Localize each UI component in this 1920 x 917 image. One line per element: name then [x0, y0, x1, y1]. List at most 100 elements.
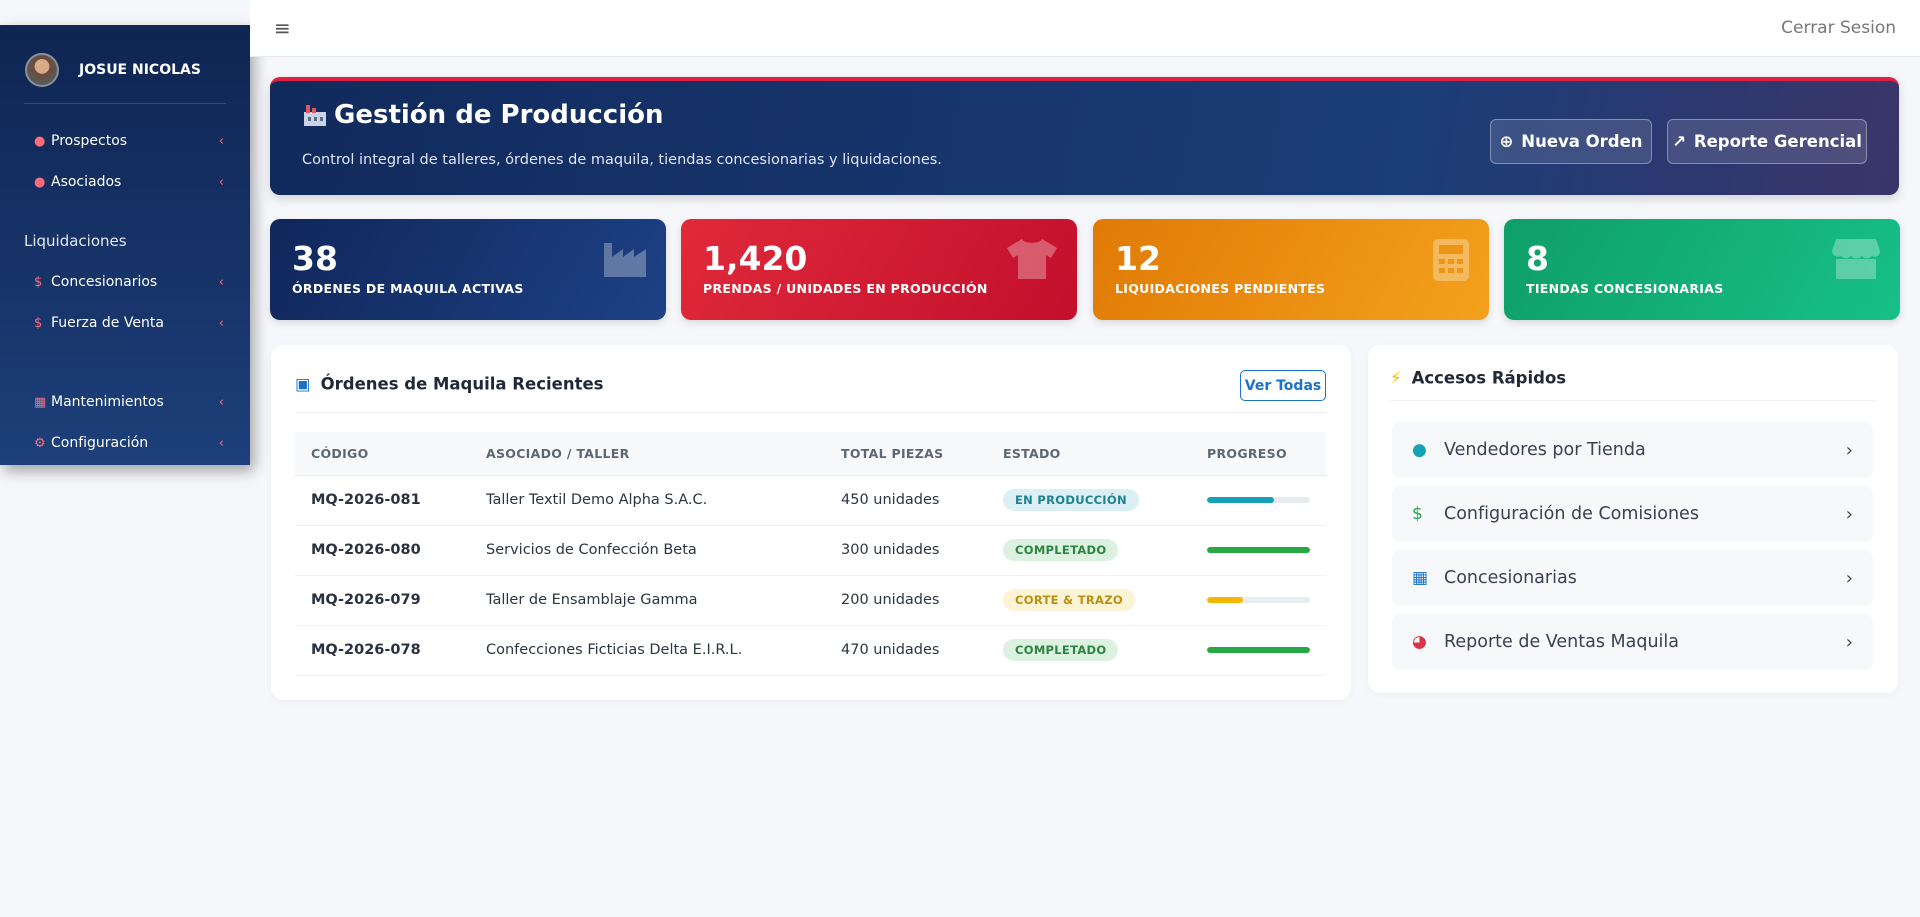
menu-item[interactable]: ● Prospectos ‹: [34, 133, 224, 149]
new-order-button[interactable]: ⊕ Nueva Orden: [1490, 119, 1652, 164]
status-badge: COMPLETADO: [1003, 639, 1119, 661]
icon: ●: [1412, 440, 1427, 460]
menu-label: Asociados: [51, 174, 122, 190]
sidebar: JOSUE NICOLAS ● Prospectos ‹ ● Asociados ‹ L…: [0, 25, 250, 465]
total-pieces: 300 unidades: [825, 525, 987, 576]
header-row: CÓDIGO ASOCIADO / TALLER TOTAL PIEZAS ES…: [295, 432, 1326, 476]
report-button[interactable]: ↗ Reporte Gerencial: [1667, 119, 1867, 164]
menu-item[interactable]: $ Concesionarios ‹: [34, 274, 224, 290]
total-pieces: 200 unidades: [825, 575, 987, 626]
table-row: MQ-2026-081 Taller Textil Demo Alpha S.A.…: [295, 475, 1326, 526]
quick-link[interactable]: ● Vendedores por Tienda ›: [1392, 422, 1873, 478]
menu-toggle[interactable]: ≡: [274, 16, 291, 40]
chevron: ‹: [218, 435, 224, 451]
quick-label: Concesionarias: [1444, 568, 1577, 588]
partner: Taller Textil Demo Alpha S.A.C.: [470, 475, 825, 526]
progress-bar: [1207, 597, 1244, 603]
stat-value: 1,420: [703, 239, 808, 278]
menu-label: Concesionarios: [51, 274, 158, 290]
topbar: ≡ Cerrar Sesion: [250, 0, 1920, 57]
quick-label: Configuración de Comisiones: [1444, 504, 1699, 524]
menu-item[interactable]: ▦ Mantenimientos ‹: [34, 394, 224, 410]
logout-link[interactable]: Cerrar Sesion: [1781, 18, 1896, 38]
icon: ⚡: [1390, 368, 1402, 388]
menu-item[interactable]: ● Asociados ‹: [34, 174, 224, 190]
total-pieces: 450 unidades: [825, 475, 987, 526]
quick-link[interactable]: ◕ Reporte de Ventas Maquila ›: [1392, 614, 1873, 670]
partner: Servicios de Confección Beta: [470, 525, 825, 576]
progress-bar: [1207, 647, 1310, 653]
table-body: MQ-2026-081 Taller Textil Demo Alpha S.A.…: [295, 475, 1326, 676]
progress-cell: [1191, 475, 1326, 526]
status-cell: CORTE & TRAZO: [987, 575, 1191, 626]
status-badge: EN PRODUCCIÓN: [1003, 489, 1139, 511]
stat-value: 12: [1115, 239, 1161, 278]
column-header: TOTAL PIEZAS: [825, 432, 987, 476]
progress-track: [1207, 497, 1310, 503]
total-pieces: 470 unidades: [825, 625, 987, 676]
order-code: MQ-2026-078: [295, 625, 470, 676]
view-all-button[interactable]: Ver Todas: [1240, 370, 1326, 401]
menu-label: Mantenimientos: [51, 394, 164, 410]
chevron: ‹: [218, 174, 224, 190]
card-title: Accesos Rápidos: [1411, 368, 1567, 388]
menu-item[interactable]: $ Fuerza de Venta ‹: [34, 315, 224, 331]
progress-cell: [1191, 625, 1326, 676]
partner: Taller de Ensamblaje Gamma: [470, 575, 825, 626]
quick-link[interactable]: ▦ Concesionarias ›: [1392, 550, 1873, 606]
icon: ⚙: [34, 435, 46, 451]
hero-subtitle: Control integral de talleres, órdenes de…: [302, 152, 942, 168]
progress-track: [1207, 647, 1310, 653]
stat-card: 12 LIQUIDACIONES PENDIENTES: [1093, 219, 1489, 320]
chevron: ›: [1845, 631, 1853, 653]
avatar: [25, 53, 59, 87]
order-code: MQ-2026-079: [295, 575, 470, 626]
chevron: ‹: [218, 315, 224, 331]
status-cell: EN PRODUCCIÓN: [987, 475, 1191, 526]
stat-icon: [1832, 239, 1880, 279]
table-row: MQ-2026-078 Confecciones Ficticias Delta …: [295, 625, 1326, 676]
hero-heading: Gestión de Producción: [302, 100, 663, 130]
icon: ▦: [34, 394, 47, 410]
icon: ▦: [1412, 568, 1429, 588]
progress-bar: [1207, 547, 1310, 553]
progress-track: [1207, 597, 1310, 603]
icon: $: [1412, 504, 1423, 524]
stat-label: TIENDAS CONCESIONARIAS: [1526, 281, 1724, 296]
stat-icon: [1433, 239, 1469, 281]
button-label: Nueva Orden: [1521, 132, 1643, 151]
quick-label: Reporte de Ventas Maquila: [1444, 632, 1679, 652]
chevron: ›: [1845, 503, 1853, 525]
icon: ◕: [1412, 632, 1427, 652]
icon: $: [34, 274, 43, 290]
quick-access-card: ⚡ Accesos Rápidos ● Vendedores por Tienda ›…: [1368, 345, 1898, 693]
orders-table: CÓDIGO ASOCIADO / TALLER TOTAL PIEZAS ES…: [295, 432, 1326, 676]
table-row: MQ-2026-080 Servicios de Confección Beta 3…: [295, 525, 1326, 576]
stat-value: 8: [1526, 239, 1549, 278]
divider: [24, 103, 226, 104]
column-header: ASOCIADO / TALLER: [470, 432, 825, 476]
quick-link[interactable]: $ Configuración de Comisiones ›: [1392, 486, 1873, 542]
divider: [295, 412, 1327, 413]
stat-icon: [604, 243, 646, 277]
menu-label: Prospectos: [51, 133, 128, 149]
icon: ⊕: [1499, 132, 1514, 151]
progress-cell: [1191, 525, 1326, 576]
orders-card: ▣ Órdenes de Maquila Recientes Ver Todas …: [271, 345, 1351, 700]
stat-label: LIQUIDACIONES PENDIENTES: [1115, 281, 1326, 296]
column-header: ESTADO: [987, 432, 1191, 476]
menu-item[interactable]: ⚙ Configuración ‹: [34, 435, 224, 451]
chevron: ‹: [218, 394, 224, 410]
card-heading: ⚡ Accesos Rápidos: [1390, 369, 1566, 388]
partner: Confecciones Ficticias Delta E.I.R.L.: [470, 625, 825, 676]
stat-card: 38 ÓRDENES DE MAQUILA ACTIVAS: [270, 219, 666, 320]
card-title: Órdenes de Maquila Recientes: [320, 374, 604, 394]
status-cell: COMPLETADO: [987, 525, 1191, 576]
stat-card: 8 TIENDAS CONCESIONARIAS: [1504, 219, 1900, 320]
icon: ●: [34, 174, 46, 190]
hero-title: Gestión de Producción: [334, 100, 664, 130]
status-cell: COMPLETADO: [987, 625, 1191, 676]
progress-cell: [1191, 575, 1326, 626]
